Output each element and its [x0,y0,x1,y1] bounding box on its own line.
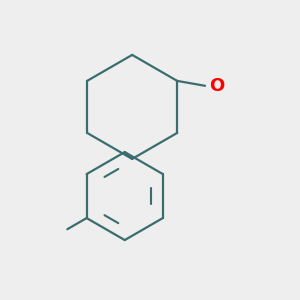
Text: O: O [209,77,224,95]
